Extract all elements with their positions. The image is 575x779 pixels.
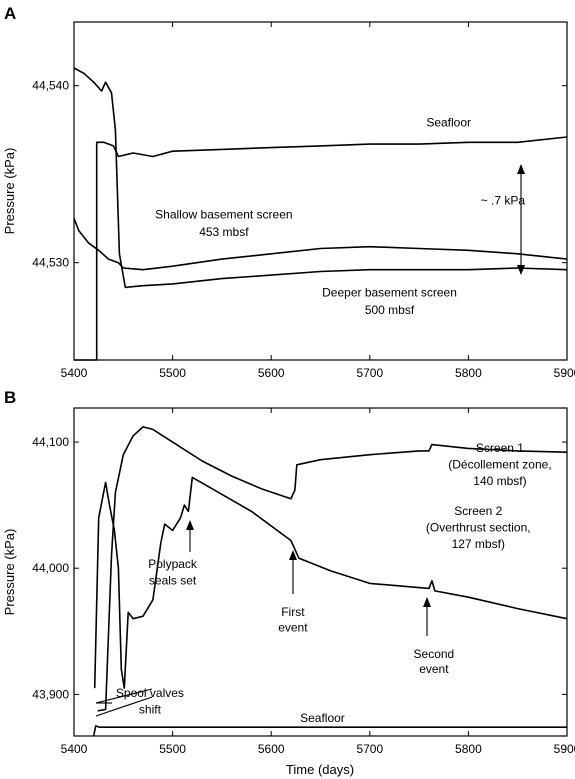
panel-b-annotation: Spool valves bbox=[116, 686, 184, 700]
panel-b-series-seafloor bbox=[92, 725, 567, 737]
panel-b-series-screen-2 bbox=[93, 476, 568, 689]
panel-b-series-group bbox=[92, 426, 568, 737]
panel-a-annotation: 500 mbsf bbox=[365, 303, 415, 317]
panel-a-series-seafloor bbox=[74, 136, 568, 361]
panel-a-ticks: 5400 5500 5600 5700 5800 5900 44,530 44,540 bbox=[32, 22, 575, 380]
panel-a-series-shallow-basement-screen-453-mbsf bbox=[73, 218, 568, 271]
panel-a-difference-arrow-down-icon bbox=[517, 265, 525, 275]
panel-b-annotation: Screen 1 bbox=[476, 441, 524, 455]
panel-a-frame bbox=[73, 21, 568, 361]
panel-b-annotation: Polypack bbox=[148, 557, 198, 571]
panel-b-annotation: Screen 2 bbox=[454, 504, 502, 518]
panel-a-annotation: Seafloor bbox=[426, 115, 471, 129]
panel-a-y-tick-label: 44,530 bbox=[32, 256, 69, 270]
panel-b-x-axis-label: Time (days) bbox=[286, 762, 354, 777]
panel-b-annotation: First bbox=[281, 605, 305, 619]
panel-a-x-tick-label: 5900 bbox=[554, 366, 575, 380]
panel-b-series-screen-1 bbox=[97, 426, 568, 712]
panel-a-y-tick-label: 44,540 bbox=[32, 79, 69, 93]
panel-a-x-tick-label: 5800 bbox=[455, 366, 482, 380]
panel-a-annotation: Deeper basement screen bbox=[322, 285, 457, 299]
panel-a-y-axis-label: Pressure (kPa) bbox=[2, 148, 17, 235]
panel-b-y-axis-label: Pressure (kPa) bbox=[2, 529, 17, 616]
panel-b-y-tick-label: 43,900 bbox=[32, 687, 69, 701]
panel-b-spool-valves-pointer-1 bbox=[95, 688, 153, 704]
panel-b-polypack-arrow-icon bbox=[186, 520, 194, 530]
panel-a-annotation: 453 mbsf bbox=[199, 225, 249, 239]
panel-a-difference-arrow-up-icon bbox=[517, 164, 525, 174]
panel-a-x-tick-label: 5400 bbox=[61, 366, 88, 380]
panel-b-letter: B bbox=[4, 388, 16, 407]
panel-b-x-tick-label: 5700 bbox=[356, 742, 383, 756]
panel-b-x-tick-label: 5600 bbox=[258, 742, 285, 756]
panel-a-annotations: Seafloor ~ .7 kPa Shallow basement screen 4… bbox=[155, 115, 525, 317]
panel-b-x-tick-label: 5900 bbox=[554, 742, 575, 756]
panel-a-annotation: Shallow basement screen bbox=[155, 207, 292, 221]
panel-b-y-tick-label: 44,000 bbox=[32, 561, 69, 575]
panel-a-series-group bbox=[73, 67, 568, 361]
panel-b-annotation: (Décollement zone, bbox=[448, 458, 551, 472]
panel-b-x-tick-label: 5800 bbox=[455, 742, 482, 756]
panel-b-y-tick-label: 44,100 bbox=[32, 435, 69, 449]
panel-b-spool-valves-pointer-2 bbox=[95, 696, 153, 717]
panel-b-annotation: Second bbox=[414, 647, 455, 661]
panel-b-x-tick-label: 5400 bbox=[61, 742, 88, 756]
panel-b-annotation: 140 mbsf) bbox=[473, 474, 526, 488]
panel-b-frame bbox=[73, 407, 568, 737]
panel-b-annotation: seals set bbox=[149, 574, 197, 588]
panel-b-annotation: shift bbox=[139, 702, 162, 716]
panel-a-x-tick-label: 5500 bbox=[159, 366, 186, 380]
panel-a-series-deeper-basement-screen-500-mbsf bbox=[73, 67, 568, 289]
panel-b-annotation: Seafloor bbox=[300, 711, 345, 725]
panel-a-annotation: ~ .7 kPa bbox=[481, 193, 526, 207]
panel-b-second-event-arrow-icon bbox=[423, 597, 431, 607]
panel-b-annotation: 127 mbsf) bbox=[452, 537, 505, 551]
panel-a-x-tick-label: 5600 bbox=[258, 366, 285, 380]
panel-a-letter: A bbox=[4, 4, 16, 23]
panel-b-x-tick-label: 5500 bbox=[159, 742, 186, 756]
panel-b-ticks: 5400 5500 5600 5700 5800 5900 43,900 44,000 44,1… bbox=[32, 408, 575, 756]
panel-b-annotation: event bbox=[419, 662, 449, 676]
panel-b-annotation: (Overthrust section, bbox=[426, 521, 531, 535]
panel-b-first-event-arrow-icon bbox=[289, 550, 297, 560]
panel-b-annotation: event bbox=[278, 620, 308, 634]
panel-a-x-tick-label: 5700 bbox=[356, 366, 383, 380]
